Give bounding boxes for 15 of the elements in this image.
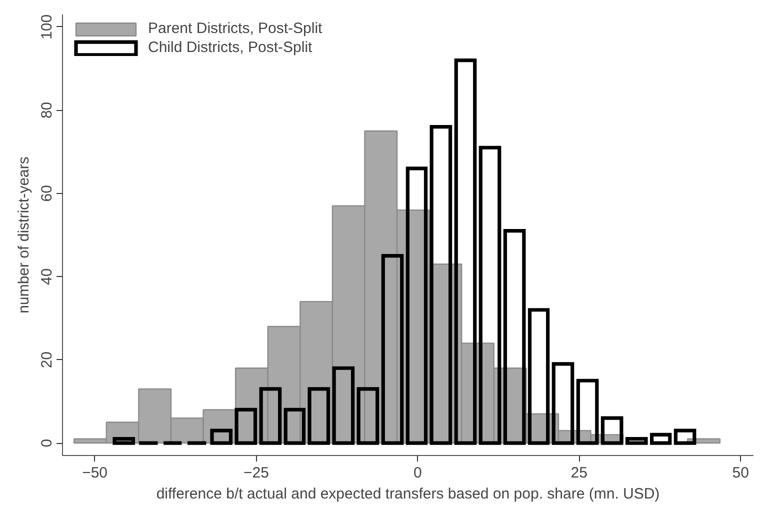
legend-label: Child Districts, Post-Split <box>148 39 312 56</box>
y-axis-title: number of district-years <box>16 156 32 314</box>
x-tick-label: 25 <box>570 464 588 482</box>
x-tick-label: −25 <box>244 464 269 482</box>
x-tick-label: −50 <box>82 464 108 482</box>
x-tick-label: 0 <box>414 464 422 482</box>
y-tick-label: 0 <box>38 438 56 448</box>
x-axis-title: difference b/t actual and expected transfers based on pop. share (mn. USD) <box>156 486 660 502</box>
y-tick-label: 60 <box>38 185 56 202</box>
x-tick-label: 50 <box>732 464 749 482</box>
y-tick-label: 100 <box>38 14 56 40</box>
y-tick-label: 40 <box>38 268 56 285</box>
legend-label: Parent Districts, Post-Split <box>148 20 322 37</box>
y-tick-label: 80 <box>38 102 56 119</box>
y-tick-label: 20 <box>38 351 56 368</box>
